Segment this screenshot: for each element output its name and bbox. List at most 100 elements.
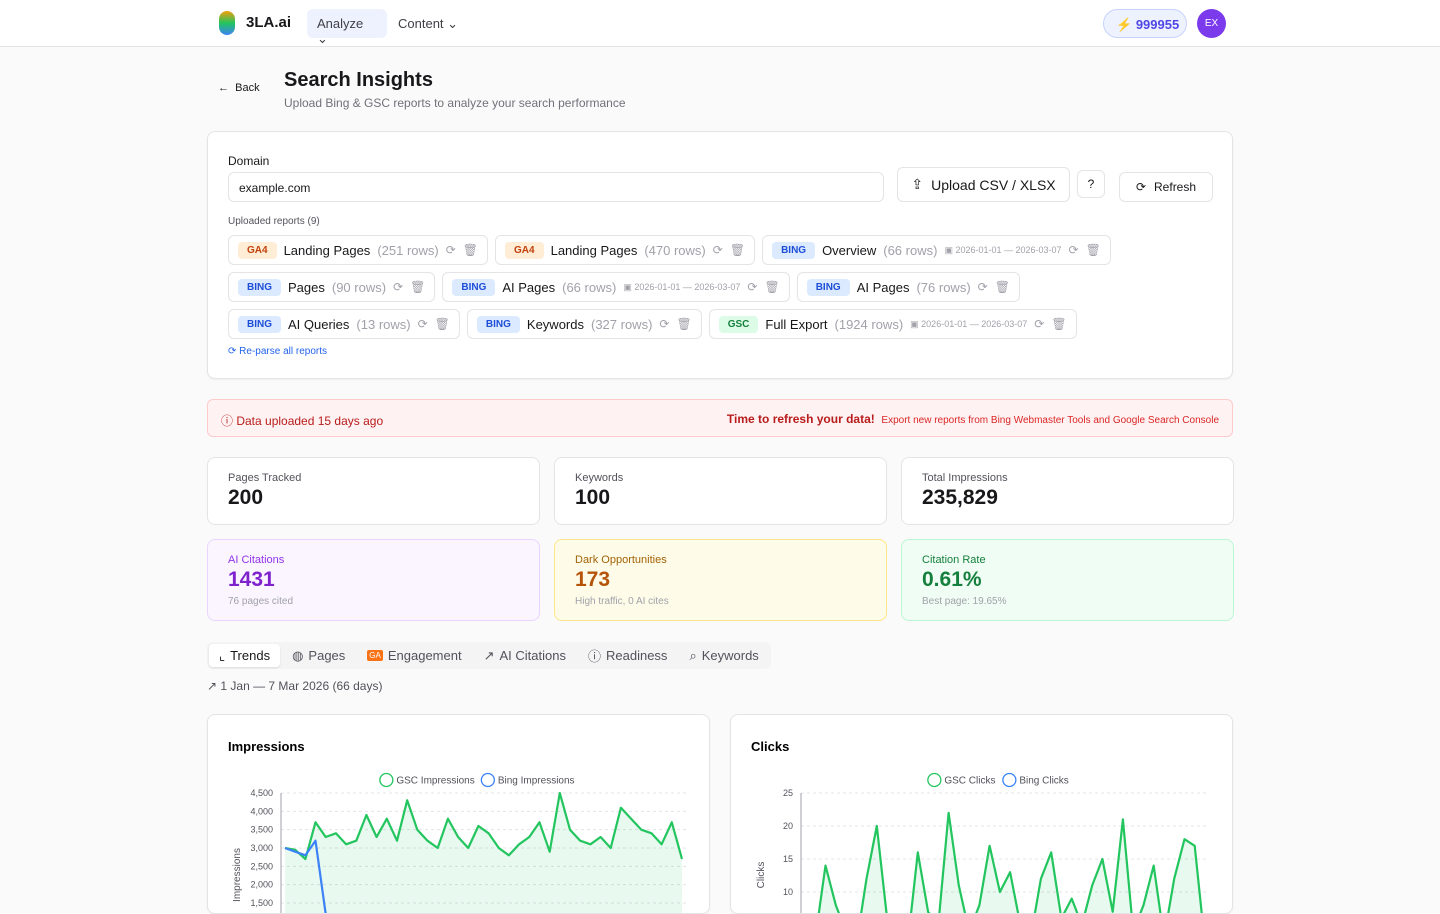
stat-label: Dark Opportunities bbox=[575, 554, 667, 566]
area bbox=[285, 793, 682, 913]
reparse-icon[interactable]: ⟳ bbox=[659, 317, 670, 331]
delete-icon[interactable]: 🗑 bbox=[764, 280, 780, 294]
line bbox=[284, 791, 684, 861]
page-subtitle: Upload Bing & GSC reports to analyze you… bbox=[284, 96, 626, 110]
legend-label: Bing Impressions bbox=[498, 776, 575, 787]
y-tick-label: 4,500 bbox=[250, 788, 273, 798]
report-chip: BING Pages (90 rows) ⟳ 🗑 bbox=[228, 272, 436, 302]
tab[interactable]: ↗ AI Citations bbox=[474, 644, 576, 667]
report-list: GA4 Landing Pages (251 rows) ⟳ 🗑 GA4 Landing P… bbox=[228, 235, 1128, 339]
report-rows: (251 rows) bbox=[377, 242, 439, 258]
delete-icon[interactable]: 🗑 bbox=[1051, 317, 1067, 331]
report-rows: (90 rows) bbox=[331, 279, 387, 295]
stat-value: 1431 bbox=[228, 568, 275, 591]
legend-swatch bbox=[379, 772, 394, 788]
tab-icon: ⓘ bbox=[587, 649, 601, 664]
stat-value: 235,829 bbox=[922, 486, 998, 509]
y-tick-label: 15 bbox=[783, 854, 793, 864]
reparse-icon[interactable]: ⟳ bbox=[393, 280, 404, 294]
refresh-label: Refresh bbox=[1154, 180, 1197, 194]
credits[interactable]: ⚡ 999955 bbox=[1103, 9, 1187, 38]
stat-card: Pages Tracked 200 bbox=[207, 457, 540, 525]
report-chip: BING AI Queries (13 rows) ⟳ 🗑 bbox=[228, 309, 460, 339]
stat-sub: High traffic, 0 AI cites bbox=[575, 596, 669, 607]
back-link[interactable]: ← Back bbox=[218, 82, 260, 94]
refresh-button[interactable]: ⟳ Refresh bbox=[1119, 172, 1213, 202]
stat-card: Keywords 100 bbox=[554, 457, 887, 525]
line bbox=[817, 811, 1203, 913]
tab-badge: GA bbox=[367, 650, 383, 661]
stat-label: Citation Rate bbox=[922, 554, 986, 566]
page-title: Search Insights bbox=[284, 69, 433, 91]
reparse-link[interactable]: ⟳ Re-parse all reports bbox=[228, 346, 327, 357]
report-dates: ▣ 2026-01-01 — 2026-03-07 bbox=[623, 281, 741, 292]
report-rows: (470 rows) bbox=[644, 242, 706, 258]
date-text: 2026-01-01 — 2026-03-07 bbox=[921, 318, 1028, 329]
stat-value: 100 bbox=[575, 486, 611, 509]
y-axis-label: Clicks bbox=[756, 862, 767, 889]
upload-button[interactable]: ⇪ Upload CSV / XLSX bbox=[897, 167, 1070, 202]
reparse-icon[interactable]: ⟳ bbox=[445, 243, 456, 257]
help-button[interactable]: ? bbox=[1077, 170, 1105, 198]
tab[interactable]: ◍ Pages bbox=[282, 644, 355, 667]
source-badge: GA4 bbox=[238, 241, 277, 259]
top-nav: 3LA.ai Analyze ⌄ Content ⌄ ⚡ 999955 EX bbox=[0, 0, 1440, 47]
tab-icon: ◍ bbox=[292, 647, 304, 663]
brand[interactable]: 3LA.ai bbox=[246, 14, 292, 31]
date-text: 2026-01-01 — 2026-03-07 bbox=[955, 244, 1062, 255]
reparse-icon[interactable]: ⟳ bbox=[1068, 243, 1079, 257]
report-name: AI Queries bbox=[288, 316, 350, 332]
delete-icon[interactable]: 🗑 bbox=[462, 243, 479, 257]
report-dates: ▣ 2026-01-01 — 2026-03-07 bbox=[910, 318, 1028, 329]
tab[interactable]: ⌞ Trends bbox=[209, 644, 281, 667]
menu-analyze[interactable]: Analyze ⌄ bbox=[307, 9, 387, 46]
delete-icon[interactable]: 🗑 bbox=[434, 317, 450, 331]
source-badge: GSC bbox=[718, 315, 759, 333]
credits-value: 999955 bbox=[1135, 17, 1180, 32]
report-rows: (1924 rows) bbox=[834, 316, 904, 332]
stat-card: Total Impressions 235,829 bbox=[901, 457, 1234, 525]
report-name: AI Pages bbox=[856, 279, 910, 295]
delete-icon[interactable]: 🗑 bbox=[410, 280, 426, 294]
domain-input[interactable]: example.com bbox=[228, 172, 884, 202]
tab[interactable]: ⓘ Readiness bbox=[578, 644, 677, 667]
delete-icon[interactable]: 🗑 bbox=[676, 317, 692, 331]
stat-card: Dark Opportunities 173 High traffic, 0 AI … bbox=[554, 539, 887, 621]
reparse-icon[interactable]: ⟳ bbox=[977, 280, 988, 294]
tab[interactable]: ⌕ Keywords bbox=[679, 644, 768, 667]
y-tick-label: 25 bbox=[783, 788, 793, 798]
back-label: Back bbox=[235, 82, 260, 94]
stat-value: 0.61% bbox=[922, 568, 982, 591]
source-badge: BING bbox=[476, 315, 520, 333]
report-chip: BING Keywords (327 rows) ⟳ 🗑 bbox=[466, 309, 702, 339]
source-badge: BING bbox=[772, 241, 816, 259]
delete-icon[interactable]: 🗑 bbox=[729, 243, 746, 257]
stat-card: AI Citations 1431 76 pages cited bbox=[207, 539, 540, 621]
tab-label: Trends bbox=[230, 648, 271, 663]
chart-title: Impressions bbox=[228, 739, 305, 754]
source-badge: BING bbox=[806, 278, 850, 296]
source-badge: BING bbox=[238, 315, 281, 333]
delete-icon[interactable]: 🗑 bbox=[994, 280, 1010, 294]
stat-label: Total Impressions bbox=[922, 472, 1008, 484]
report-rows: (76 rows) bbox=[916, 279, 971, 295]
tab[interactable]: GA Engagement bbox=[357, 644, 471, 667]
date-text: 2026-01-01 — 2026-03-07 bbox=[634, 281, 741, 292]
reparse-icon[interactable]: ⟳ bbox=[417, 317, 428, 331]
reparse-icon[interactable]: ⟳ bbox=[1034, 317, 1045, 331]
report-chip: GSC Full Export (1924 rows) ▣ 2026-01-01 — … bbox=[708, 309, 1077, 339]
report-name: Full Export bbox=[765, 316, 828, 332]
reports-label: Uploaded reports (9) bbox=[228, 216, 320, 227]
reparse-icon[interactable]: ⟳ bbox=[712, 243, 723, 257]
report-name: Keywords bbox=[526, 316, 584, 332]
alert-detail[interactable]: Export new reports from Bing Webmaster T… bbox=[881, 415, 1219, 426]
chart: Clicks Clicks 10 15 20 25 GSC Clicks Bing Click… bbox=[751, 739, 1209, 913]
source-badge: BING bbox=[452, 278, 496, 296]
legend-label: GSC Clicks bbox=[944, 776, 995, 787]
stat-sub: Best page: 19.65% bbox=[922, 596, 1007, 607]
y-tick-label: 10 bbox=[783, 887, 793, 897]
delete-icon[interactable]: 🗑 bbox=[1085, 243, 1101, 257]
avatar[interactable]: EX bbox=[1197, 9, 1226, 38]
menu-content[interactable]: Content ⌄ bbox=[398, 16, 459, 31]
reparse-icon[interactable]: ⟳ bbox=[747, 280, 758, 294]
